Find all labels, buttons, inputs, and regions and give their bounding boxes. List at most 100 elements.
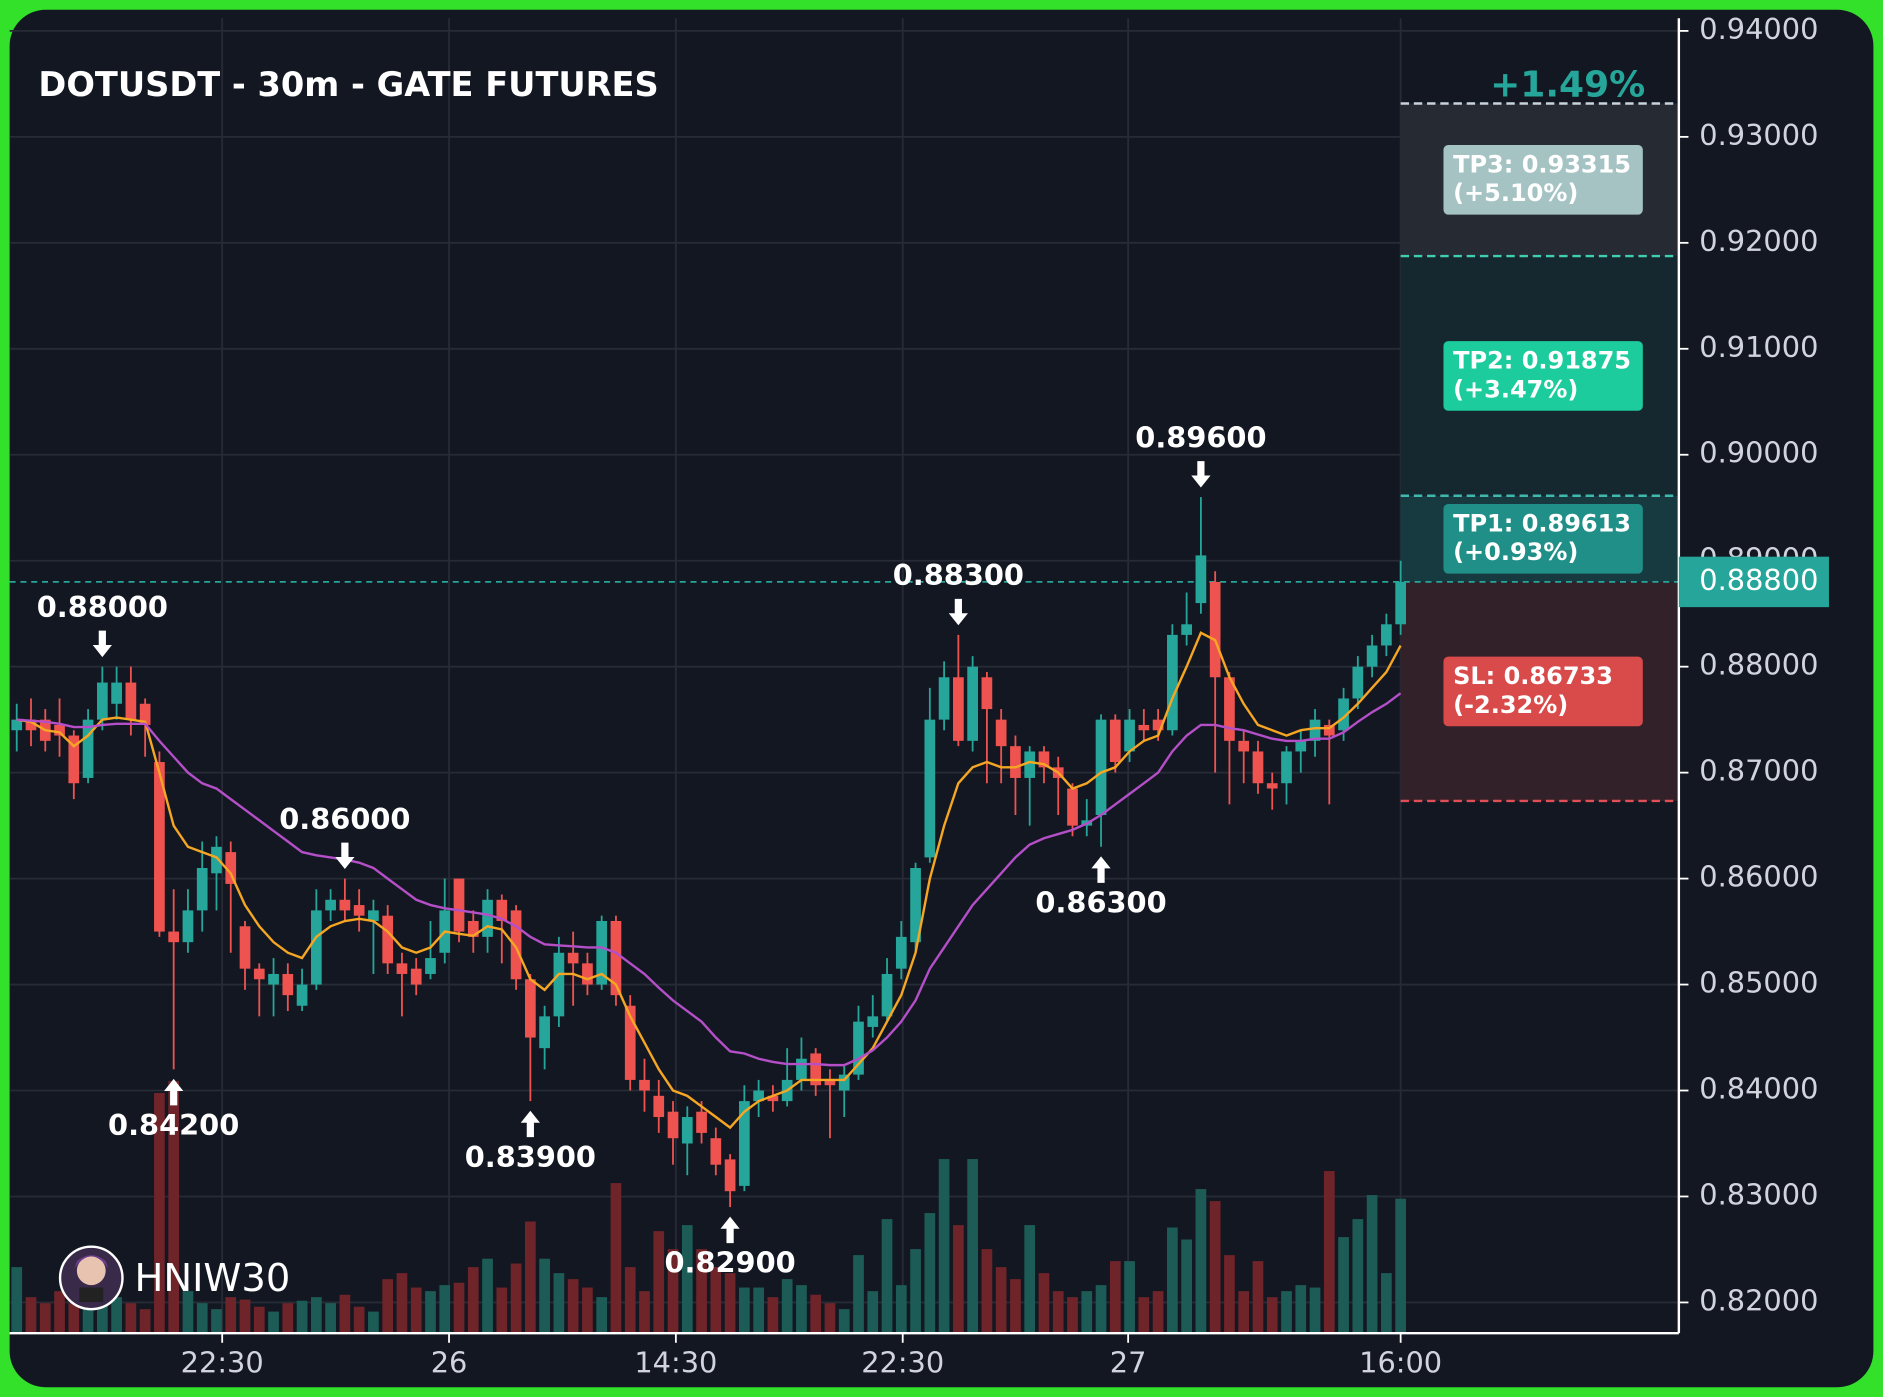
volume-bar	[867, 1291, 879, 1334]
volume-bar	[796, 1285, 807, 1334]
candle-body	[681, 1117, 693, 1144]
candle-body	[910, 868, 921, 943]
candle-body	[396, 963, 408, 974]
volume-bar	[1038, 1273, 1050, 1334]
volume-bar	[39, 1303, 51, 1334]
annotation-arrow	[520, 1110, 540, 1138]
volume-bar	[1109, 1261, 1121, 1334]
candle-body	[924, 719, 936, 858]
x-tick-label: 26	[431, 1345, 468, 1379]
level-label: TP2: 0.91875	[1453, 347, 1631, 375]
candle-body	[824, 1079, 836, 1086]
candle-body	[410, 968, 422, 985]
last-price-tag	[1678, 556, 1829, 608]
volume-bar	[582, 1287, 593, 1334]
candle-body	[525, 979, 536, 1038]
candle-body	[995, 719, 1007, 747]
candle-body	[1209, 581, 1221, 678]
volume-bar	[667, 1249, 679, 1334]
y-tick-label: 0.93000	[1699, 118, 1818, 152]
candle-body	[838, 1074, 850, 1091]
volume-bar	[1352, 1219, 1364, 1334]
volume-bar	[953, 1225, 964, 1334]
y-tick-label: 0.87000	[1699, 754, 1818, 788]
ma-line	[16, 631, 1402, 1130]
candle-body	[696, 1111, 707, 1133]
y-tick-label: 0.85000	[1699, 966, 1818, 1000]
level-label: TP1: 0.89613	[1453, 509, 1631, 537]
volume-bar	[1195, 1189, 1207, 1334]
candle-body	[567, 952, 579, 964]
volume-bar	[881, 1219, 893, 1334]
candle-body	[111, 682, 122, 704]
volume-bar	[696, 1249, 707, 1334]
avatar-hair	[74, 1255, 109, 1269]
annotation-arrow	[948, 598, 968, 626]
level-change: (-2.32%)	[1453, 691, 1568, 719]
level-label: SL: 0.86733	[1453, 662, 1613, 690]
y-tick-label: 0.82000	[1699, 1283, 1818, 1317]
watermark-text: HNIW30	[135, 1256, 291, 1301]
volume-bar	[1181, 1239, 1192, 1334]
candle-body	[796, 1058, 807, 1080]
volume-bar	[567, 1279, 579, 1334]
volume-bar	[1295, 1285, 1307, 1334]
candle-body	[710, 1138, 722, 1165]
volume-bar	[910, 1249, 921, 1334]
volume-bar	[824, 1303, 836, 1334]
volume-bar	[653, 1231, 665, 1334]
volume-bar	[639, 1291, 650, 1334]
volume-bar	[681, 1225, 693, 1334]
candle-body	[938, 677, 950, 720]
candle-body	[1024, 751, 1036, 778]
annotation-label: 0.88000	[37, 590, 168, 624]
candle-body	[1295, 740, 1307, 752]
volume-bar	[753, 1287, 764, 1334]
volume-bar	[1138, 1297, 1150, 1334]
volume-bar	[981, 1249, 993, 1334]
volume-bar	[1167, 1227, 1178, 1334]
annotation-arrow	[1191, 461, 1211, 488]
volume-bar	[810, 1294, 822, 1334]
candle-body	[368, 910, 379, 921]
candle-body	[624, 1005, 636, 1080]
annotation-label: 0.84200	[108, 1108, 239, 1142]
y-tick-label: 0.86000	[1699, 860, 1818, 894]
candle-body	[96, 682, 108, 720]
volume-bar	[253, 1306, 265, 1334]
annotation-label: 0.89600	[1135, 420, 1266, 454]
volume-bar	[453, 1282, 465, 1334]
candle-body	[325, 899, 336, 911]
volume-bar	[624, 1267, 636, 1334]
candle-body	[1167, 634, 1178, 731]
candle-body	[1352, 666, 1364, 699]
candle-body	[425, 958, 436, 974]
candle-body	[724, 1159, 736, 1192]
volume-bar	[539, 1258, 550, 1334]
volume-bar	[1381, 1273, 1392, 1334]
candle-body	[1338, 698, 1349, 731]
volume-bar	[211, 1309, 222, 1334]
volume-bar	[1010, 1279, 1021, 1334]
volume-bar	[54, 1291, 65, 1334]
x-tick-label: 14:30	[634, 1345, 717, 1379]
candle-body	[1224, 677, 1235, 741]
level-change: (+3.47%)	[1453, 375, 1578, 403]
volume-bar	[1067, 1297, 1078, 1334]
candle-body	[881, 973, 893, 1017]
candle-body	[653, 1095, 665, 1118]
volume-bar	[310, 1297, 322, 1334]
volume-bar	[1124, 1261, 1135, 1334]
candle-body	[11, 719, 23, 731]
candle-body	[553, 952, 565, 1017]
volume-bar	[1395, 1198, 1406, 1334]
avatar-face	[76, 1256, 106, 1286]
plot-layer: 0.82000 0.83000 0.84000 0.85000 0.86000 0.870…	[9, 12, 1829, 1379]
annotation-arrow	[1091, 856, 1111, 883]
volume-bar	[1238, 1291, 1250, 1334]
candle-body	[239, 926, 251, 969]
candle-body	[539, 1016, 550, 1049]
candle-body	[767, 1095, 779, 1102]
level-label: TP3: 0.93315	[1453, 150, 1631, 178]
